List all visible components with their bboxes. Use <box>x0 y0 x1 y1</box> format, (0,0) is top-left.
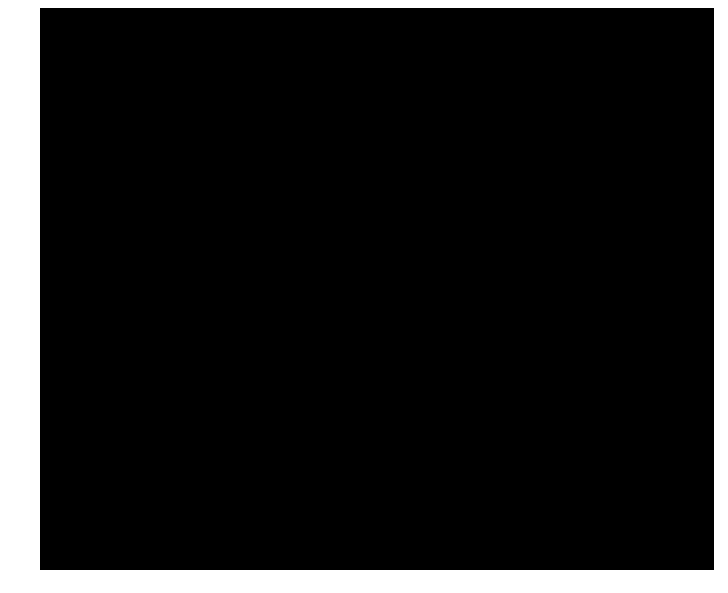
word-cloud <box>40 8 714 570</box>
